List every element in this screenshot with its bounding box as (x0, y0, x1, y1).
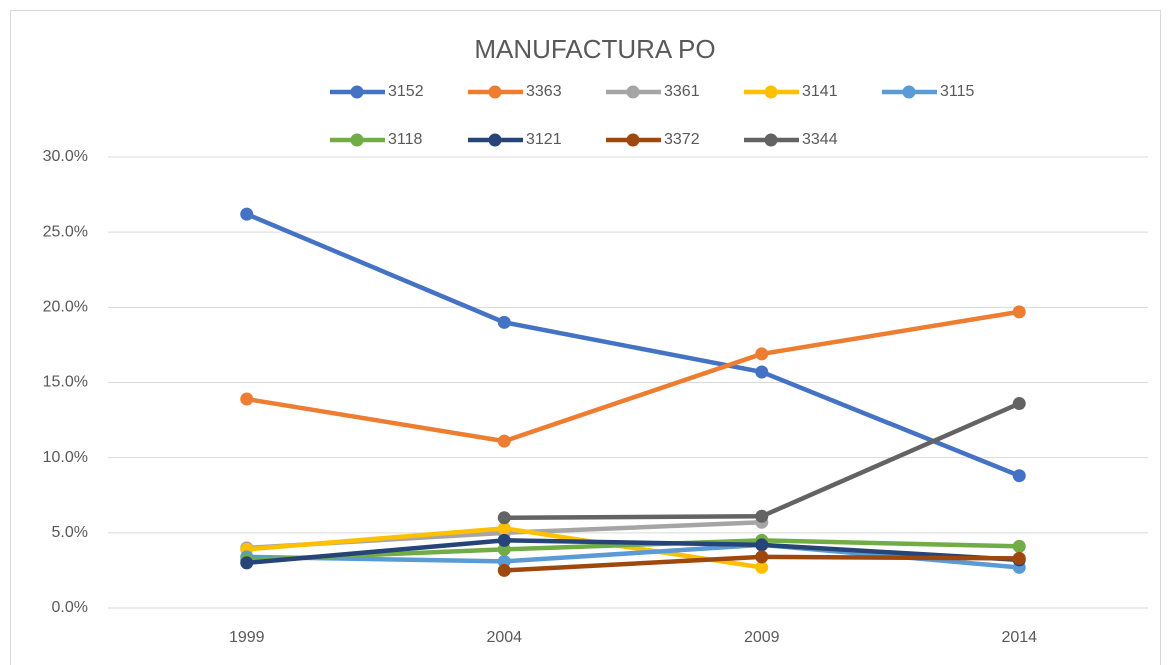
legend-label: 3361 (664, 83, 700, 100)
data-point (755, 550, 769, 564)
legend-label: 3372 (664, 131, 700, 148)
legend-marker (626, 85, 640, 99)
data-point (240, 207, 254, 221)
data-point (240, 556, 254, 570)
data-point (755, 538, 769, 552)
y-tick-label: 30.0% (43, 148, 88, 165)
legend-marker (488, 85, 502, 99)
data-point (1012, 539, 1026, 553)
data-point (755, 560, 769, 574)
x-tick-label: 2009 (744, 629, 780, 646)
legend-label: 3344 (802, 131, 838, 148)
data-point (497, 554, 511, 568)
legend-label: 3118 (388, 131, 423, 148)
data-point (1012, 469, 1026, 483)
data-point (1012, 397, 1026, 411)
data-point (497, 315, 511, 329)
legend-label: 3115 (940, 83, 975, 100)
y-tick-label: 25.0% (43, 223, 88, 240)
data-point (755, 347, 769, 361)
data-point (497, 521, 511, 535)
x-tick-label: 2004 (486, 629, 522, 646)
y-tick-label: 20.0% (43, 299, 88, 316)
legend-label: 3152 (388, 83, 424, 100)
data-point (497, 563, 511, 577)
legend-label: 3141 (802, 83, 838, 100)
x-tick-label: 1999 (229, 629, 265, 646)
series-line (246, 538, 1020, 566)
data-point (755, 365, 769, 379)
legend-marker (488, 133, 502, 147)
data-point (497, 434, 511, 448)
legend-label: 3363 (526, 83, 562, 100)
y-tick-label: 10.0% (43, 449, 88, 466)
legend-marker (626, 133, 640, 147)
legend-marker (350, 85, 364, 99)
data-point (497, 542, 511, 556)
y-tick-label: 5.0% (52, 524, 88, 541)
data-point (497, 511, 511, 525)
data-point (755, 509, 769, 523)
legend-marker (902, 85, 916, 99)
data-point (240, 392, 254, 406)
series-line (245, 212, 1021, 478)
data-point (1012, 305, 1026, 319)
legend-marker (764, 133, 778, 147)
legend-marker (350, 133, 364, 147)
data-point (1012, 551, 1026, 565)
legend-marker (764, 85, 778, 99)
series-line (246, 538, 1020, 563)
y-tick-label: 0.0% (52, 599, 88, 616)
data-point (497, 533, 511, 547)
x-tick-label: 2014 (1001, 629, 1037, 646)
chart-title: MANUFACTURA PO (474, 34, 715, 64)
legend-label: 3121 (526, 131, 562, 148)
y-tick-label: 15.0% (43, 374, 88, 391)
series-line (246, 309, 1020, 444)
